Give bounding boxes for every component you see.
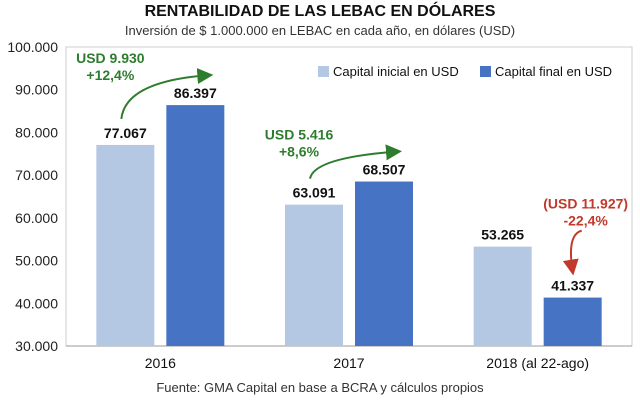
bar-value-label: 86.397	[174, 85, 217, 101]
y-tick-label: 40.000	[15, 295, 58, 311]
legend-swatch-capital-inicial	[318, 66, 329, 77]
bar-capital-inicial	[96, 144, 155, 346]
y-tick-label: 80.000	[15, 124, 58, 140]
y-tick-label: 90.000	[15, 82, 58, 98]
bar-value-label: 68.507	[363, 162, 406, 178]
y-tick-label: 70.000	[15, 167, 58, 183]
bar-value-label: 41.337	[551, 278, 594, 294]
annotation-percent: +8,6%	[279, 144, 320, 160]
bar-value-label: 53.265	[481, 227, 524, 243]
annotation-arrow	[562, 229, 583, 276]
x-tick-label: 2016	[145, 355, 176, 371]
x-tick-label: 2018 (al 22-ago)	[486, 355, 589, 371]
y-tick-label: 30.000	[15, 338, 58, 354]
annotation-amount: USD 5.416	[265, 127, 334, 143]
legend-item-capital-final: Capital final en USD	[480, 64, 612, 79]
bar-capital-final	[355, 181, 413, 346]
legend-label-capital-inicial: Capital inicial en USD	[333, 64, 459, 79]
annotation-amount: USD 9.930	[76, 50, 145, 66]
annotation-arrow	[309, 144, 402, 179]
bar-value-label: 77.067	[104, 125, 147, 141]
chart-source: Fuente: GMA Capital en base a BCRA y cál…	[156, 380, 484, 395]
annotation-amount: (USD 11.927)	[543, 196, 628, 212]
legend-swatch-capital-final	[480, 66, 491, 77]
legend-item-capital-inicial: Capital inicial en USD	[318, 64, 459, 79]
chart-title: RENTABILIDAD DE LAS LEBAC EN DÓLARES	[144, 3, 496, 20]
bar-value-label: 63.091	[293, 185, 336, 201]
y-tick-label: 50.000	[15, 253, 58, 269]
chart-subtitle: Inversión de $ 1.000.000 en LEBAC en cad…	[124, 23, 516, 38]
x-tick-label: 2017	[333, 355, 364, 371]
annotation-percent: -22,4%	[563, 213, 608, 229]
legend-label-capital-final: Capital final en USD	[495, 64, 613, 79]
bar-capital-inicial	[285, 204, 343, 346]
bar-capital-final	[543, 297, 602, 346]
y-tick-label: 60.000	[15, 210, 58, 226]
y-tick-label: 100.000	[7, 39, 58, 55]
bar-capital-final	[166, 105, 225, 346]
annotation-percent: +12,4%	[86, 67, 134, 83]
annotation-arrow	[120, 67, 214, 120]
bar-capital-inicial	[473, 246, 532, 346]
